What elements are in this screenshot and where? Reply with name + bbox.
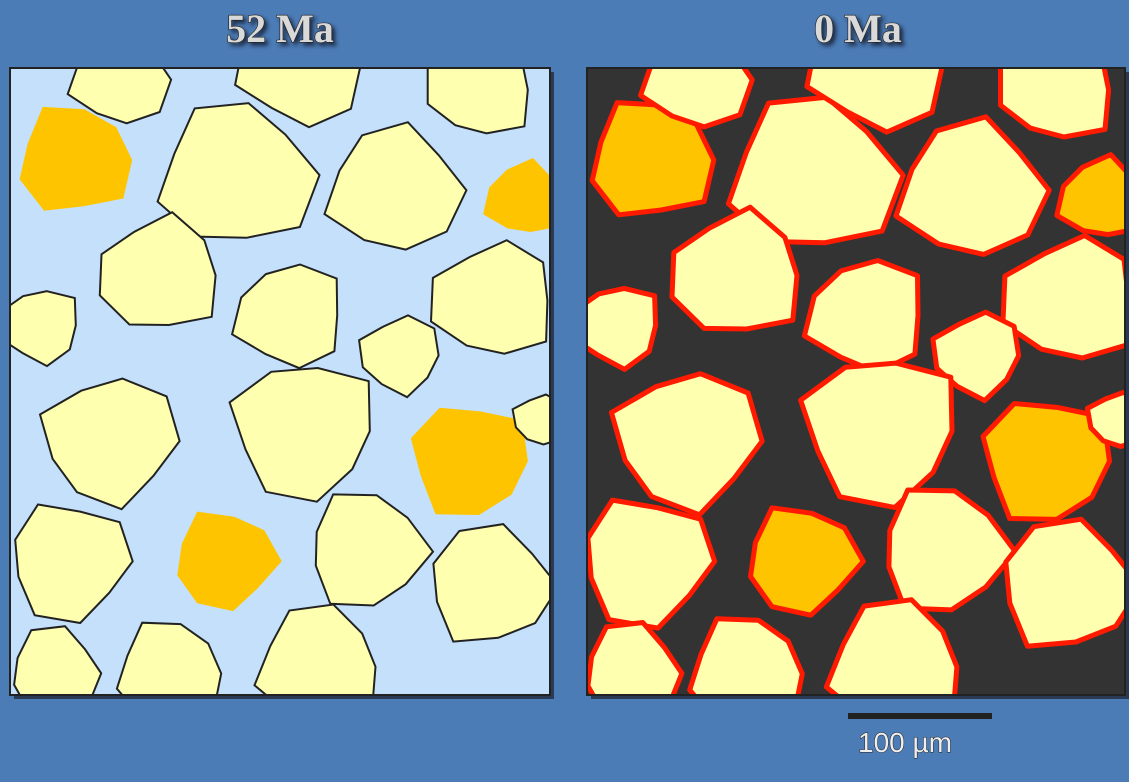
scale-label: 100 µm (858, 727, 952, 758)
quartz-grain (574, 288, 656, 369)
panel-label: 0 Ma (814, 6, 902, 51)
panel-label: 52 Ma (226, 6, 334, 51)
diagram: 52 Ma 0 Ma 100 µm (0, 0, 1129, 782)
panel-52ma (0, 0, 565, 718)
panel-0ma (574, 0, 1129, 723)
